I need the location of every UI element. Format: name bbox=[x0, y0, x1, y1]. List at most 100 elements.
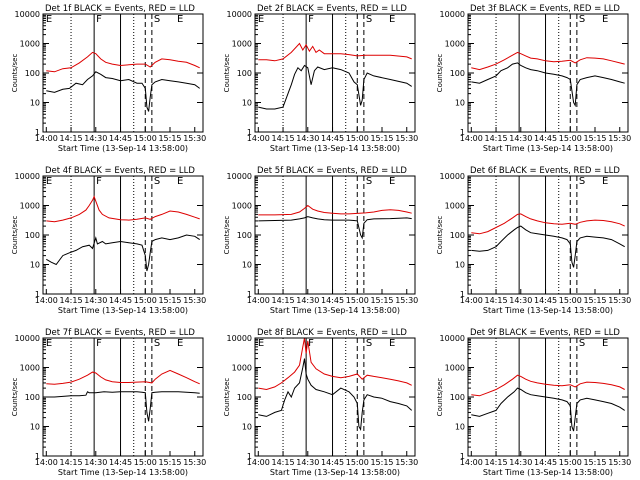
y-axis-label: Counts/sec bbox=[223, 216, 231, 255]
event-marker-label: E bbox=[389, 338, 395, 349]
event-marker-label: E bbox=[177, 338, 183, 349]
event-marker-label: F bbox=[96, 176, 102, 187]
y-tick-label: 10 bbox=[242, 99, 252, 108]
event-marker-label: E bbox=[46, 176, 52, 187]
event-marker-label: E bbox=[389, 14, 395, 25]
x-tick-label: 15:00 bbox=[134, 134, 157, 143]
x-tick-label: 14:45 bbox=[321, 134, 344, 143]
x-axis-label: Start Time (13-Sep-14 13:58:00) bbox=[270, 306, 400, 315]
y-tick-label: 1 bbox=[35, 452, 40, 461]
x-axis-label: Start Time (13-Sep-14 13:58:00) bbox=[58, 468, 188, 477]
y-tick-label: 1 bbox=[460, 128, 465, 137]
x-tick-label: 15:15 bbox=[370, 458, 393, 467]
x-tick-label: 14:15 bbox=[485, 296, 508, 305]
y-tick-label: 100 bbox=[237, 69, 252, 78]
x-tick-label: 15:00 bbox=[346, 296, 369, 305]
x-tick-label: 14:45 bbox=[109, 296, 132, 305]
panel-title: Det 2f BLACK = Events, RED = LLD bbox=[257, 4, 407, 14]
x-tick-label: 15:30 bbox=[608, 458, 631, 467]
event-marker-label: F bbox=[308, 338, 314, 349]
y-tick-label: 1000 bbox=[445, 364, 465, 373]
event-marker-label: F bbox=[96, 14, 102, 25]
y-tick-label: 100 bbox=[237, 231, 252, 240]
x-tick-label: 14:00 bbox=[35, 134, 58, 143]
event-marker-label: S bbox=[154, 176, 160, 187]
lld-series-line bbox=[258, 337, 412, 391]
x-axis-label: Start Time (13-Sep-14 13:58:00) bbox=[483, 144, 613, 153]
event-marker-label: E bbox=[602, 338, 608, 349]
event-marker-label: F bbox=[308, 14, 314, 25]
event-marker-label: E bbox=[177, 176, 183, 187]
lld-series-line bbox=[471, 51, 625, 71]
y-tick-label: 100 bbox=[450, 231, 465, 240]
x-tick-label: 15:30 bbox=[183, 458, 206, 467]
y-tick-label: 1 bbox=[460, 290, 465, 299]
x-tick-label: 14:45 bbox=[109, 134, 132, 143]
y-tick-label: 1000 bbox=[445, 202, 465, 211]
y-tick-label: 10 bbox=[30, 423, 40, 432]
event-marker-label: S bbox=[366, 14, 372, 25]
y-axis-label: Counts/sec bbox=[223, 54, 231, 93]
y-tick-label: 10 bbox=[455, 423, 465, 432]
x-tick-label: 14:30 bbox=[509, 296, 532, 305]
lld-series-line bbox=[46, 51, 200, 73]
x-tick-label: 14:30 bbox=[296, 296, 319, 305]
x-tick-label: 14:15 bbox=[485, 134, 508, 143]
x-tick-label: 14:45 bbox=[534, 134, 557, 143]
y-tick-label: 1000 bbox=[445, 40, 465, 49]
x-tick-label: 14:15 bbox=[60, 134, 83, 143]
event-marker-label: E bbox=[258, 338, 264, 349]
x-tick-label: 14:30 bbox=[84, 134, 107, 143]
x-tick-label: 14:00 bbox=[460, 134, 483, 143]
y-tick-label: 1 bbox=[35, 290, 40, 299]
y-tick-label: 1 bbox=[35, 128, 40, 137]
event-marker-label: S bbox=[579, 14, 585, 25]
y-tick-label: 100 bbox=[450, 69, 465, 78]
plot-frame bbox=[42, 337, 204, 457]
y-tick-label: 10000 bbox=[227, 172, 252, 181]
event-marker-label: E bbox=[602, 14, 608, 25]
x-tick-label: 15:00 bbox=[559, 296, 582, 305]
plot-frame bbox=[42, 175, 204, 295]
x-tick-label: 14:45 bbox=[109, 458, 132, 467]
event-marker-label: S bbox=[154, 14, 160, 25]
y-tick-label: 10 bbox=[30, 261, 40, 270]
x-tick-label: 14:15 bbox=[272, 134, 295, 143]
lld-series-line bbox=[471, 374, 625, 397]
y-tick-label: 100 bbox=[25, 69, 40, 78]
panel-title: Det 1f BLACK = Events, RED = LLD bbox=[45, 4, 195, 14]
events-series-line bbox=[46, 71, 201, 112]
panel-title: Det 9f BLACK = Events, RED = LLD bbox=[470, 328, 620, 338]
x-tick-label: 14:30 bbox=[509, 458, 532, 467]
events-series-line bbox=[46, 234, 200, 272]
x-tick-label: 15:15 bbox=[158, 296, 181, 305]
x-tick-label: 14:15 bbox=[485, 458, 508, 467]
y-tick-label: 10000 bbox=[15, 172, 40, 181]
x-tick-label: 15:15 bbox=[583, 296, 606, 305]
x-tick-label: 15:30 bbox=[608, 296, 631, 305]
y-axis-label: Counts/sec bbox=[11, 378, 19, 417]
panel-title: Det 4f BLACK = Events, RED = LLD bbox=[45, 166, 195, 176]
x-tick-label: 15:30 bbox=[395, 458, 418, 467]
y-axis-label: Counts/sec bbox=[436, 216, 444, 255]
x-tick-label: 14:45 bbox=[534, 296, 557, 305]
y-axis-label: Counts/sec bbox=[436, 54, 444, 93]
y-tick-label: 1 bbox=[247, 452, 252, 461]
x-tick-label: 15:00 bbox=[559, 458, 582, 467]
event-marker-label: E bbox=[46, 14, 52, 25]
event-marker-label: S bbox=[366, 338, 372, 349]
event-marker-label: S bbox=[579, 176, 585, 187]
event-marker-label: S bbox=[154, 338, 160, 349]
x-tick-label: 14:30 bbox=[509, 134, 532, 143]
y-tick-label: 1 bbox=[460, 452, 465, 461]
y-tick-label: 10000 bbox=[227, 10, 252, 19]
x-tick-label: 15:15 bbox=[370, 134, 393, 143]
x-tick-label: 14:45 bbox=[534, 458, 557, 467]
y-tick-label: 10000 bbox=[440, 172, 465, 181]
